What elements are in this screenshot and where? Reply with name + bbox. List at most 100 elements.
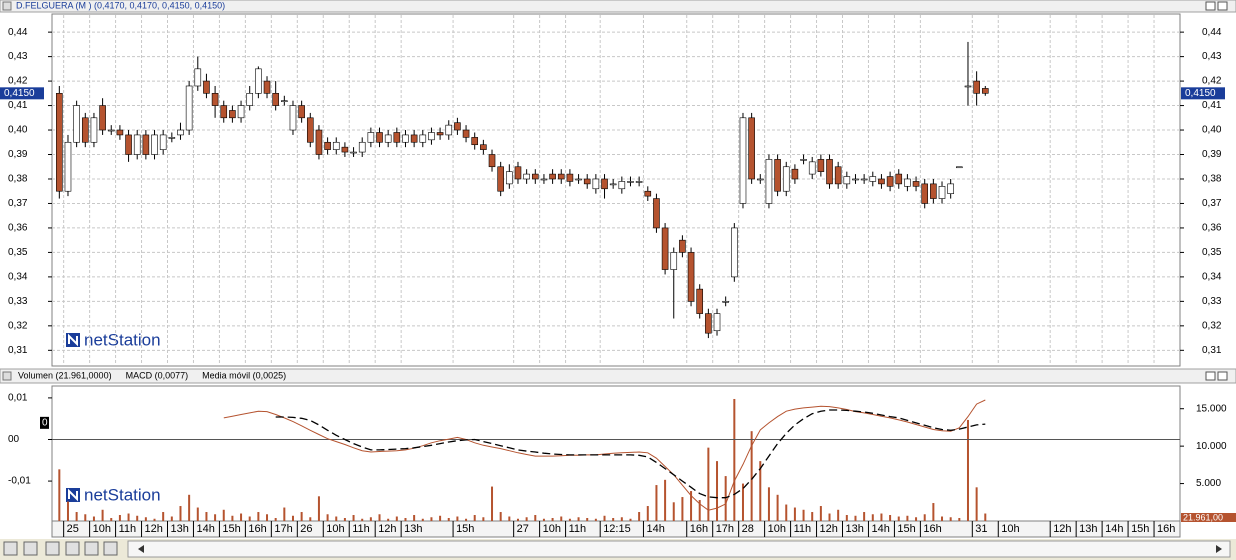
volume-bar bbox=[499, 512, 502, 521]
volume-bar bbox=[343, 518, 346, 521]
tool-button[interactable] bbox=[65, 541, 80, 556]
x-tick-label: 17h bbox=[274, 523, 292, 535]
volume-bar bbox=[785, 504, 788, 521]
candle-body bbox=[826, 159, 833, 185]
volume-bar bbox=[767, 487, 770, 521]
tool-button[interactable] bbox=[103, 541, 118, 556]
candle-body bbox=[860, 178, 868, 181]
scroll-left[interactable] bbox=[138, 545, 144, 553]
candle-body bbox=[964, 85, 972, 88]
candle-body bbox=[445, 124, 453, 136]
legend-entry: MACD (0,0077) bbox=[126, 370, 189, 380]
volume-bar bbox=[638, 512, 641, 521]
volume-bar bbox=[577, 517, 580, 521]
x-tick-label: 15h bbox=[1131, 523, 1149, 535]
tool-button[interactable] bbox=[23, 541, 38, 556]
y-tick-label: -0,01 bbox=[8, 476, 31, 487]
x-tick-label: 31 bbox=[975, 523, 987, 535]
volume-bar bbox=[326, 514, 329, 521]
volume-bar bbox=[317, 496, 320, 521]
candle-body bbox=[722, 301, 729, 303]
volume-bar bbox=[542, 518, 545, 521]
candle-body bbox=[99, 105, 106, 131]
scroll-right[interactable] bbox=[1216, 545, 1222, 553]
volume-bar bbox=[724, 476, 727, 521]
volume-bar bbox=[144, 517, 147, 521]
candle-body bbox=[488, 154, 496, 168]
x-tick-label: 14h bbox=[871, 523, 889, 535]
volume-bar bbox=[871, 514, 874, 521]
volume-bar bbox=[205, 512, 208, 521]
ma-marker-box bbox=[40, 416, 49, 429]
close-button[interactable] bbox=[1217, 1, 1228, 11]
volume-bar bbox=[430, 517, 433, 521]
x-tick-label: 13h bbox=[171, 523, 189, 535]
candle-body bbox=[930, 183, 937, 199]
y-tick-label: 0,01 bbox=[8, 393, 28, 404]
x-tick-label: 16h bbox=[248, 523, 266, 535]
minimize-button[interactable] bbox=[1205, 1, 1216, 11]
candle-body bbox=[549, 173, 556, 180]
candle-body bbox=[341, 146, 349, 153]
volume-bar bbox=[776, 494, 779, 521]
candle-body bbox=[306, 117, 314, 143]
logo-glyph bbox=[68, 333, 78, 347]
volume-bar bbox=[612, 518, 615, 521]
volume-bar bbox=[620, 517, 623, 521]
candle-body bbox=[298, 105, 305, 119]
volume-bar bbox=[525, 517, 528, 521]
close-button[interactable] bbox=[1217, 371, 1228, 381]
y-tick-label: 00 bbox=[8, 434, 20, 445]
candle-body bbox=[428, 132, 435, 141]
volume-bar bbox=[257, 512, 260, 521]
candle-body bbox=[436, 132, 444, 136]
candle-body bbox=[696, 288, 704, 314]
tool-button[interactable] bbox=[84, 541, 99, 556]
y-tick-label: 0,38 bbox=[8, 174, 28, 185]
volume-bar bbox=[629, 518, 632, 521]
candle-body bbox=[705, 313, 712, 334]
tool-button[interactable] bbox=[3, 541, 18, 556]
x-tick-label: 12:15 bbox=[603, 523, 631, 535]
x-tick-label: 13h bbox=[404, 523, 422, 535]
volume-bar bbox=[603, 515, 606, 521]
candle-body bbox=[765, 159, 773, 204]
x-tick-label: 28 bbox=[742, 523, 754, 535]
x-tick-label: 26 bbox=[300, 523, 312, 535]
candle-body bbox=[627, 181, 634, 183]
candle-body bbox=[211, 93, 219, 106]
candle-body bbox=[557, 173, 565, 180]
minimize-button[interactable] bbox=[1205, 371, 1216, 381]
volume-bar bbox=[594, 518, 597, 521]
scrollbar[interactable] bbox=[127, 540, 1231, 558]
candle-body bbox=[229, 110, 236, 119]
candle-body bbox=[151, 134, 158, 155]
candle-body bbox=[506, 171, 513, 185]
volume-bar bbox=[915, 517, 918, 521]
tool-button[interactable] bbox=[45, 541, 60, 556]
volume-bar bbox=[750, 431, 753, 521]
candle-body bbox=[808, 161, 816, 175]
candle-body bbox=[142, 134, 150, 155]
candle-body bbox=[73, 105, 80, 143]
price-marker-box bbox=[0, 87, 44, 100]
candle-body bbox=[895, 173, 903, 185]
y-tick-label: 0,41 bbox=[8, 100, 28, 111]
volume-bar bbox=[586, 518, 589, 521]
volume-bar bbox=[759, 461, 762, 521]
last-price-marker-right: 0,4150 bbox=[1181, 87, 1225, 100]
volume-bar bbox=[984, 513, 987, 521]
candle-body bbox=[531, 173, 539, 180]
candle-body bbox=[168, 137, 176, 139]
indicator-line bbox=[275, 409, 986, 499]
ma-marker-label: 0 bbox=[42, 417, 48, 428]
price-marker-label: 0,4150 bbox=[4, 88, 35, 99]
y-tick-label-right: 0,39 bbox=[1202, 149, 1222, 160]
x-tick-label: 14h bbox=[646, 523, 664, 535]
volume-bar bbox=[456, 516, 459, 521]
candle-body bbox=[609, 183, 617, 186]
x-tick-label: 14h bbox=[196, 523, 214, 535]
volume-bar bbox=[240, 513, 243, 521]
candle-body bbox=[194, 68, 202, 87]
candle-body bbox=[670, 252, 678, 270]
